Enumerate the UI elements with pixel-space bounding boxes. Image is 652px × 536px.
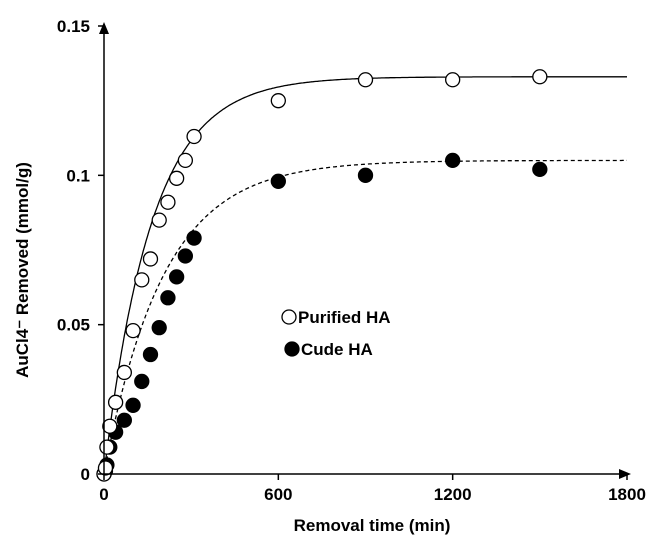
data-point-cude-ha xyxy=(270,173,286,189)
x-tick-label: 600 xyxy=(264,485,292,504)
data-point-cude-ha xyxy=(125,397,141,413)
legend-marker-cude-ha xyxy=(284,341,300,357)
data-point-cude-ha xyxy=(532,161,548,178)
data-point-cude-ha xyxy=(116,412,132,428)
data-point-purified-ha xyxy=(357,72,374,88)
data-point-cude-ha xyxy=(177,248,194,264)
x-tick-label: 0 xyxy=(99,485,108,504)
x-ticks: 0 600 1200 1800 xyxy=(99,474,646,504)
data-point-purified-ha xyxy=(125,322,141,339)
x-axis-title: Removal time (min) xyxy=(294,516,451,535)
data-point-purified-ha xyxy=(186,128,202,145)
x-tick-label: 1800 xyxy=(608,485,646,504)
data-point-purified-ha xyxy=(134,272,150,288)
data-point-purified-ha xyxy=(177,152,194,169)
legend-marker-purified-ha xyxy=(281,309,297,325)
y-tick-label: 0.15 xyxy=(57,17,90,36)
y-tick-label: 0.1 xyxy=(66,166,90,185)
data-point-purified-ha xyxy=(532,69,548,85)
data-point-cude-ha xyxy=(134,373,150,390)
y-axis-arrow xyxy=(99,22,109,34)
data-point-cude-ha xyxy=(186,230,202,246)
y-ticks: 0 0.05 0.1 0.15 xyxy=(57,17,104,484)
y-tick-label: 0 xyxy=(81,465,90,484)
data-point-cude-ha xyxy=(151,320,167,336)
data-point-purified-ha xyxy=(160,194,176,210)
y-tick-label: 0.05 xyxy=(57,316,90,335)
data-point-purified-ha xyxy=(142,251,159,267)
data-point-cude-ha xyxy=(160,290,176,306)
data-point-cude-ha xyxy=(357,167,374,183)
data-point-purified-ha xyxy=(168,170,185,186)
data-point-purified-ha xyxy=(270,93,286,109)
plot-area xyxy=(96,69,627,482)
data-point-cude-ha xyxy=(445,152,461,169)
data-point-purified-ha xyxy=(445,72,461,88)
y-axis-title: AuCl4⁻ Removed (mmol/g) xyxy=(13,162,32,378)
data-point-cude-ha xyxy=(168,269,185,285)
x-axis-arrow xyxy=(619,469,631,479)
legend-label-cude-ha: Cude HA xyxy=(301,340,373,359)
data-point-purified-ha xyxy=(151,212,167,228)
axes: 0 600 1200 1800 0 0.05 0.1 0.15 xyxy=(57,17,646,504)
data-point-purified-ha xyxy=(107,394,124,410)
data-point-purified-ha xyxy=(99,439,115,455)
data-point-purified-ha xyxy=(102,418,118,434)
markers xyxy=(96,69,548,482)
x-tick-label: 1200 xyxy=(434,485,472,504)
data-point-cude-ha xyxy=(142,346,159,363)
data-point-purified-ha xyxy=(116,364,132,381)
legend-label-purified-ha: Purified HA xyxy=(298,308,391,327)
data-point-purified-ha xyxy=(97,460,114,476)
legend: Purified HA Cude HA xyxy=(281,308,391,359)
